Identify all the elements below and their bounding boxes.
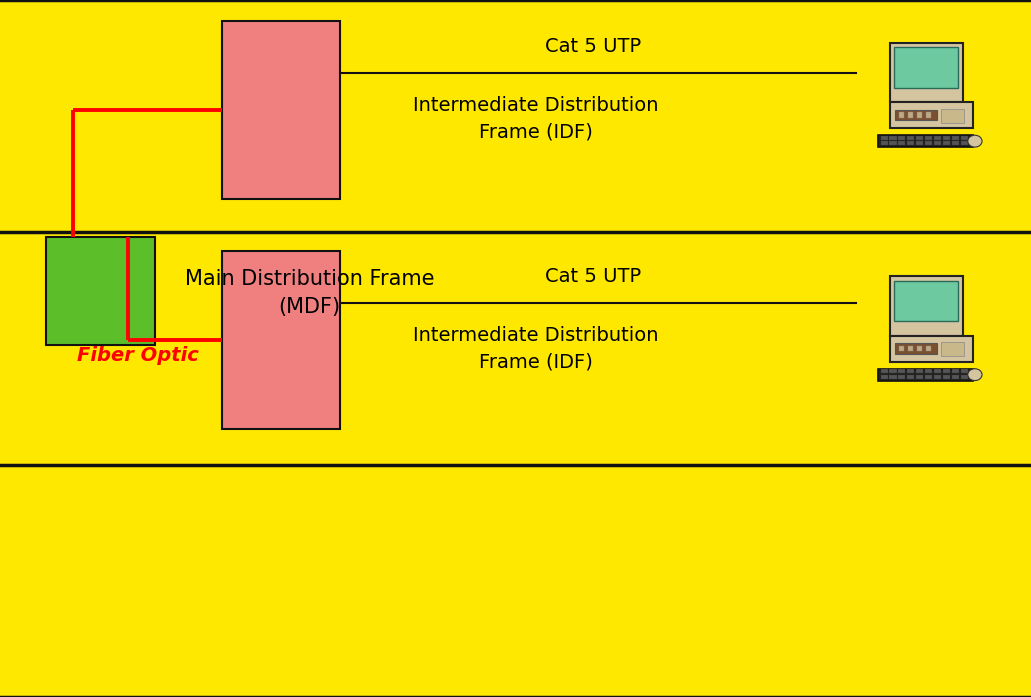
Bar xyxy=(907,369,914,374)
Bar xyxy=(877,135,972,147)
Bar xyxy=(907,136,914,140)
Bar xyxy=(898,141,905,145)
Ellipse shape xyxy=(968,369,982,381)
Bar xyxy=(926,346,931,351)
Bar xyxy=(961,369,968,374)
Bar xyxy=(907,375,914,378)
Bar xyxy=(880,136,888,140)
Bar xyxy=(934,141,941,145)
Bar xyxy=(898,369,905,374)
Bar xyxy=(917,369,924,374)
Bar xyxy=(880,369,888,374)
Bar xyxy=(925,136,932,140)
Bar xyxy=(880,375,888,378)
Bar xyxy=(890,369,897,374)
Bar xyxy=(943,136,950,140)
Bar xyxy=(925,369,932,374)
Bar xyxy=(908,346,912,351)
Bar xyxy=(890,136,897,140)
Bar xyxy=(961,141,968,145)
Bar xyxy=(943,141,950,145)
Bar xyxy=(917,112,922,118)
Bar xyxy=(952,369,959,374)
Text: Main Distribution Frame
(MDF): Main Distribution Frame (MDF) xyxy=(185,269,434,316)
Bar xyxy=(890,43,963,102)
Bar xyxy=(222,21,340,199)
Bar xyxy=(222,251,340,429)
Bar xyxy=(943,375,950,378)
Bar xyxy=(934,375,941,378)
Ellipse shape xyxy=(968,135,982,147)
Text: Cat 5 UTP: Cat 5 UTP xyxy=(544,267,641,286)
Bar xyxy=(899,112,903,118)
Bar xyxy=(890,102,972,128)
Bar xyxy=(890,375,897,378)
Bar xyxy=(925,375,932,378)
Bar xyxy=(907,141,914,145)
Bar xyxy=(943,369,950,374)
Bar xyxy=(961,375,968,378)
Bar xyxy=(925,141,932,145)
Bar xyxy=(941,342,964,356)
Bar xyxy=(934,369,941,374)
Text: Intermediate Distribution
Frame (IDF): Intermediate Distribution Frame (IDF) xyxy=(413,95,659,141)
Bar xyxy=(894,47,959,88)
Bar xyxy=(908,112,912,118)
Bar xyxy=(877,369,972,381)
Bar xyxy=(898,136,905,140)
Bar xyxy=(899,346,903,351)
Bar xyxy=(890,141,897,145)
Text: Intermediate Distribution
Frame (IDF): Intermediate Distribution Frame (IDF) xyxy=(413,325,659,372)
Bar xyxy=(917,375,924,378)
Bar xyxy=(894,281,959,321)
Bar xyxy=(941,109,964,123)
Bar xyxy=(895,344,937,354)
Bar xyxy=(952,375,959,378)
Text: Cat 5 UTP: Cat 5 UTP xyxy=(544,37,641,56)
Text: Fiber Optic: Fiber Optic xyxy=(77,346,199,365)
Bar xyxy=(880,141,888,145)
Bar xyxy=(917,346,922,351)
Bar xyxy=(890,335,972,362)
Bar xyxy=(961,136,968,140)
Bar xyxy=(917,141,924,145)
Bar xyxy=(917,136,924,140)
Bar xyxy=(934,136,941,140)
Bar xyxy=(46,237,155,345)
Bar xyxy=(952,141,959,145)
Bar xyxy=(926,112,931,118)
Bar xyxy=(898,375,905,378)
Bar xyxy=(952,136,959,140)
Bar xyxy=(895,110,937,121)
Bar xyxy=(890,276,963,335)
